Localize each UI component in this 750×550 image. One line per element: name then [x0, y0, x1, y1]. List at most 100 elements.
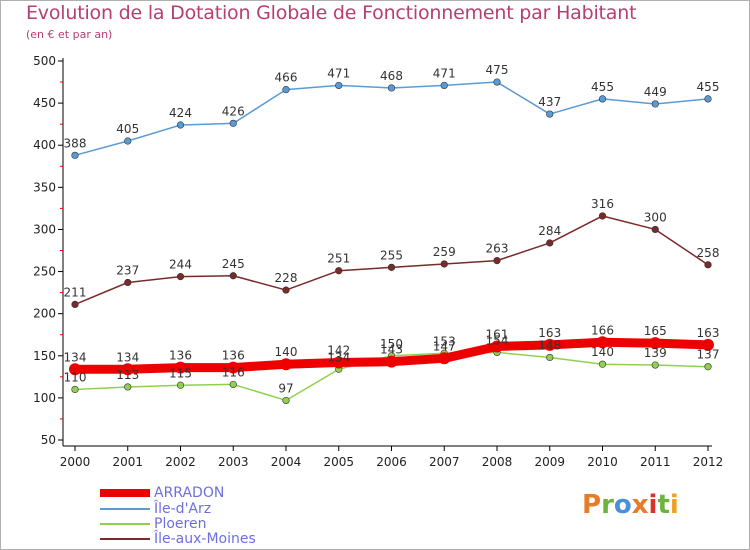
data-label-ploeren: 150 [380, 337, 403, 351]
data-label-arradon: 161 [486, 328, 509, 342]
legend-item-ploeren: Ploeren [100, 516, 360, 532]
data-label-arradon: 143 [380, 343, 403, 357]
data-point-ile-d-arz [282, 86, 290, 94]
legend-label-ile-aux-moines: Île-aux-Moines [154, 531, 256, 547]
data-point-ile-aux-moines [651, 225, 659, 234]
data-label-ploeren: 97 [278, 381, 293, 395]
data-point-arradon [438, 352, 451, 365]
data-point-ile-d-arz [387, 84, 396, 92]
data-label-ile-aux-moines: 211 [64, 285, 87, 299]
data-point-ile-d-arz [493, 78, 501, 86]
data-label-ploeren: 148 [538, 338, 561, 352]
x-tick-label: 2003 [218, 455, 249, 469]
data-label-arradon: 136 [169, 349, 192, 363]
data-point-ile-d-arz [598, 95, 607, 103]
y-tick-label: 200 [33, 307, 56, 321]
data-label-arradon: 163 [697, 326, 720, 340]
data-point-ile-d-arz [176, 121, 185, 129]
data-label-ploeren: 139 [644, 346, 667, 360]
data-point-ploeren [229, 380, 237, 389]
data-point-arradon [280, 358, 292, 371]
data-label-ploeren: 116 [222, 365, 245, 379]
data-point-ile-aux-moines [704, 261, 712, 269]
data-point-ile-aux-moines [387, 263, 396, 271]
x-tick-label: 2000 [60, 455, 91, 469]
proxiti-logo: Proxiti [582, 490, 679, 520]
data-point-ile-aux-moines [71, 300, 79, 309]
legend-swatch-arradon [100, 489, 150, 497]
legend-label-ploeren: Ploeren [154, 516, 207, 532]
data-label-ile-aux-moines: 263 [486, 242, 509, 256]
x-tick-label: 2012 [693, 455, 724, 469]
data-label-ploeren: 134 [327, 350, 350, 364]
data-point-ploeren [282, 396, 290, 405]
legend-swatch-ploeren [100, 523, 150, 525]
chart-plot-area [69, 78, 714, 405]
legend-item-ile-d-arz: Île-d'Arz [100, 501, 360, 517]
y-tick-label: 400 [33, 138, 56, 152]
data-label-arradon: 163 [538, 326, 561, 340]
data-point-ile-d-arz [440, 81, 448, 90]
logo-letter: P [582, 490, 602, 520]
data-point-ile-d-arz [124, 137, 132, 145]
data-label-arradon: 166 [591, 323, 614, 337]
data-label-ile-aux-moines: 228 [275, 271, 298, 285]
data-point-ploeren [176, 381, 185, 389]
data-point-ile-aux-moines [440, 260, 448, 268]
data-label-arradon: 147 [433, 339, 456, 353]
data-label-ile-aux-moines: 245 [222, 257, 245, 271]
y-tick-label: 100 [33, 391, 56, 405]
legend-swatch-ile-aux-moines [100, 538, 150, 540]
data-point-arradon [332, 356, 345, 369]
y-tick-label: 150 [33, 349, 56, 363]
data-label-ile-d-arz: 455 [697, 80, 720, 94]
y-tick-label: 300 [33, 222, 56, 236]
data-point-ile-d-arz [651, 100, 659, 108]
legend-label-ile-d-arz: Île-d'Arz [154, 501, 212, 517]
data-label-ile-aux-moines: 237 [116, 264, 139, 278]
x-tick-label: 2010 [587, 455, 618, 469]
data-label-ile-d-arz: 468 [380, 69, 403, 83]
y-tick-label: 500 [33, 54, 56, 68]
data-point-ile-aux-moines [282, 286, 290, 294]
data-label-ile-d-arz: 466 [275, 71, 298, 85]
data-label-arradon: 142 [327, 344, 350, 358]
data-label-ploeren: 137 [697, 348, 720, 362]
data-point-ile-aux-moines [335, 267, 343, 275]
data-label-ploeren: 115 [169, 366, 192, 380]
data-label-ile-aux-moines: 255 [380, 248, 403, 262]
logo-letter: t [657, 490, 670, 520]
data-point-ile-d-arz [229, 119, 237, 127]
x-tick-label: 2007 [429, 455, 460, 469]
legend-swatch-ile-d-arz [100, 508, 150, 510]
data-label-arradon: 134 [64, 350, 87, 364]
data-label-ile-d-arz: 388 [64, 136, 87, 150]
data-point-ile-aux-moines [493, 257, 501, 265]
data-label-ile-d-arz: 437 [538, 95, 561, 109]
data-label-ile-d-arz: 405 [116, 122, 139, 136]
logo-letter: i [648, 490, 658, 520]
data-point-arradon [596, 336, 609, 349]
data-label-arradon: 165 [644, 324, 667, 338]
data-point-arradon [702, 338, 714, 351]
x-tick-label: 2001 [112, 455, 143, 469]
legend-item-arradon: ARRADON [100, 485, 360, 501]
data-label-ploeren: 113 [116, 368, 139, 382]
y-tick-label: 350 [33, 180, 56, 194]
x-tick-label: 2008 [482, 455, 513, 469]
legend-item-ile-aux-moines: Île-aux-Moines [100, 531, 360, 547]
data-label-ile-aux-moines: 316 [591, 197, 614, 211]
data-point-arradon [69, 363, 81, 376]
data-point-ile-d-arz [71, 151, 79, 159]
data-point-ile-d-arz [335, 81, 343, 90]
y-tick-label: 450 [33, 96, 56, 110]
data-label-ploeren: 140 [591, 345, 614, 359]
data-point-ploeren [704, 363, 712, 371]
data-label-ile-d-arz: 471 [327, 66, 350, 80]
data-label-ile-aux-moines: 251 [327, 252, 350, 266]
data-point-arradon [491, 340, 503, 353]
y-tick-label: 50 [41, 433, 56, 447]
data-label-ile-d-arz: 471 [433, 66, 456, 80]
data-point-arradon [174, 361, 187, 374]
chart-title: Evolution de la Dotation Globale de Fonc… [26, 2, 637, 24]
